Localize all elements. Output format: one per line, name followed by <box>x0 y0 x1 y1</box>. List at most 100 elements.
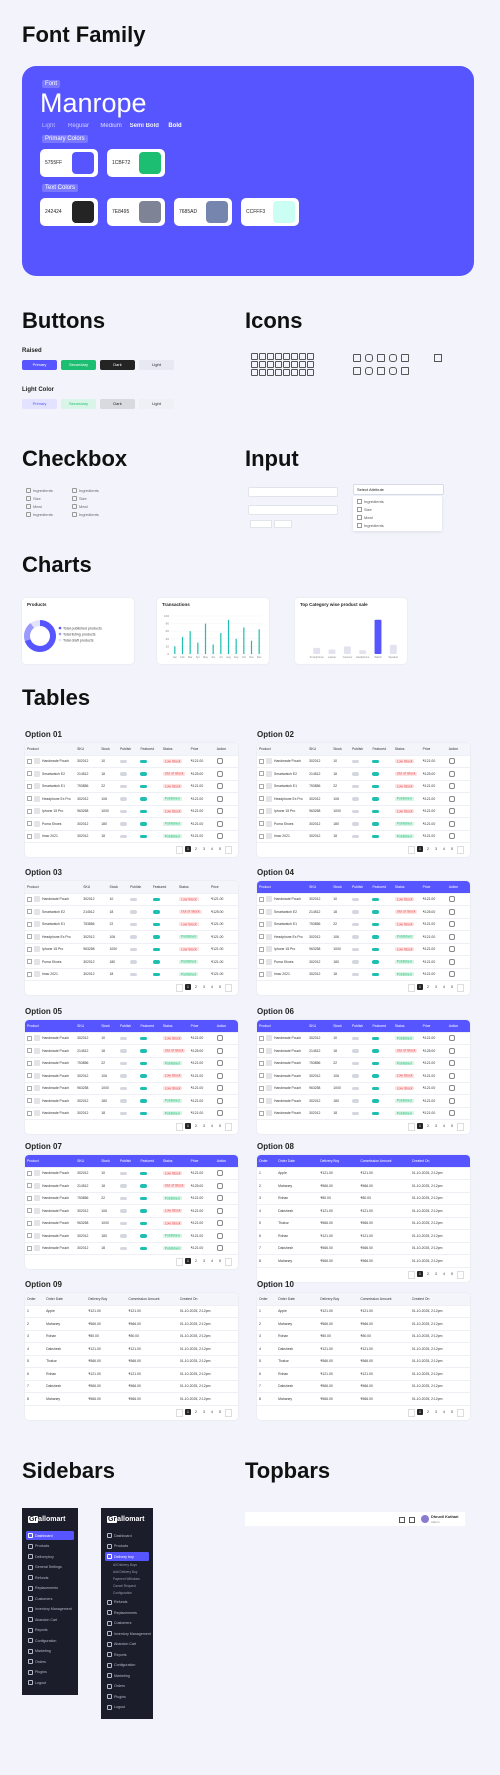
toggle[interactable] <box>372 834 380 838</box>
toggle[interactable] <box>351 947 359 951</box>
checkbox-box[interactable] <box>259 771 264 777</box>
toggle[interactable] <box>140 822 148 826</box>
action-icon[interactable] <box>216 1170 223 1177</box>
menu-item[interactable]: Plugins <box>26 1668 74 1677</box>
checkbox-box[interactable] <box>27 1035 32 1041</box>
checkbox[interactable]: Size <box>72 496 87 501</box>
menu-item[interactable]: Deliveryboy <box>26 1552 74 1561</box>
page-next[interactable] <box>225 1258 232 1266</box>
page-next[interactable] <box>225 1408 232 1417</box>
checkbox-box[interactable] <box>259 959 264 965</box>
submenu-item[interactable]: All Delivery Boys <box>113 1562 137 1567</box>
toggle[interactable] <box>351 935 359 939</box>
checkbox[interactable]: Size <box>26 496 41 501</box>
page-next[interactable] <box>457 1123 464 1131</box>
checkbox-box[interactable] <box>27 796 32 802</box>
menu-item[interactable]: Customers <box>26 1594 74 1603</box>
checkbox-box[interactable] <box>259 796 264 802</box>
menu-item[interactable]: Logout <box>105 1703 149 1712</box>
toggle[interactable] <box>152 922 160 926</box>
toggle[interactable] <box>152 947 160 951</box>
page-button[interactable]: 5 <box>219 847 221 851</box>
toggle[interactable] <box>140 1209 148 1213</box>
checkbox-box[interactable] <box>27 808 32 814</box>
checkbox-box[interactable] <box>259 934 264 940</box>
toggle[interactable] <box>140 834 148 838</box>
page-next[interactable] <box>457 1270 464 1279</box>
page-next[interactable] <box>457 984 464 992</box>
toggle[interactable] <box>351 1086 359 1090</box>
toggle[interactable] <box>372 922 380 926</box>
action-icon[interactable] <box>216 783 223 790</box>
checkbox-box[interactable] <box>27 1208 32 1214</box>
toggle[interactable] <box>119 834 127 838</box>
checkbox-box[interactable] <box>259 896 264 902</box>
action-icon[interactable] <box>448 795 455 802</box>
toggle[interactable] <box>372 935 380 939</box>
toggle[interactable] <box>140 1221 148 1225</box>
menu-item[interactable]: Delivery boy <box>105 1552 149 1561</box>
toggle[interactable] <box>140 784 148 788</box>
action-icon[interactable] <box>448 921 455 928</box>
checkbox-box[interactable] <box>259 758 264 764</box>
page-prev[interactable] <box>176 1258 183 1266</box>
button[interactable]: Primary <box>22 399 57 409</box>
action-icon[interactable] <box>448 1085 455 1092</box>
action-icon[interactable] <box>216 1085 223 1092</box>
checkbox[interactable]: Ingredients <box>26 512 53 517</box>
page-button[interactable]: 5 <box>451 847 453 851</box>
toggle[interactable] <box>130 922 138 926</box>
action-icon[interactable] <box>448 783 455 790</box>
page-next[interactable] <box>457 846 464 854</box>
option[interactable]: Ingredients <box>357 523 384 528</box>
toggle[interactable] <box>351 809 359 813</box>
page-button[interactable]: 3 <box>203 1409 205 1414</box>
checkbox-box[interactable] <box>259 1048 264 1054</box>
menu-item[interactable]: Reports <box>26 1626 74 1635</box>
toggle[interactable] <box>351 822 359 826</box>
menu-item[interactable]: Dashboard <box>26 1531 74 1540</box>
page-button[interactable]: 3 <box>435 1124 437 1128</box>
page-button[interactable]: 2 <box>195 985 197 989</box>
menu-item[interactable]: Abandon Cart <box>26 1615 74 1624</box>
page-button[interactable]: 5 <box>451 985 453 989</box>
checkbox-box[interactable] <box>259 909 264 915</box>
toggle[interactable] <box>152 935 160 939</box>
input[interactable] <box>248 505 338 515</box>
menu-item[interactable]: Dashboard <box>105 1531 149 1540</box>
checkbox-box[interactable] <box>27 1170 32 1176</box>
page-prev[interactable] <box>408 1123 415 1131</box>
page-button[interactable]: 1 <box>417 1408 423 1415</box>
toggle[interactable] <box>372 759 380 763</box>
page-button[interactable]: 1 <box>185 846 191 852</box>
page-prev[interactable] <box>408 984 415 992</box>
page-button[interactable]: 3 <box>435 985 437 989</box>
page-prev[interactable] <box>176 846 183 854</box>
checkbox-box[interactable] <box>27 946 32 952</box>
toggle[interactable] <box>140 1196 148 1200</box>
menu-item[interactable]: Products <box>26 1542 74 1551</box>
checkbox-box[interactable] <box>259 946 264 952</box>
toggle[interactable] <box>119 1196 127 1200</box>
action-icon[interactable] <box>448 933 455 940</box>
toggle[interactable] <box>351 1049 359 1053</box>
action-icon[interactable] <box>216 1072 223 1079</box>
action-icon[interactable] <box>216 1110 223 1117</box>
toggle[interactable] <box>372 960 380 964</box>
action-icon[interactable] <box>216 795 223 802</box>
page-button[interactable]: 1 <box>417 846 423 852</box>
toggle[interactable] <box>140 1171 148 1175</box>
action-icon[interactable] <box>448 946 455 953</box>
toggle[interactable] <box>351 972 359 976</box>
checkbox-box[interactable] <box>27 896 32 902</box>
page-button[interactable]: 4 <box>443 847 445 851</box>
action-icon[interactable] <box>448 896 455 903</box>
menu-item[interactable]: Customers <box>105 1619 149 1628</box>
toggle[interactable] <box>119 1221 127 1225</box>
page-button[interactable]: 4 <box>443 1409 445 1414</box>
action-icon[interactable] <box>448 1035 455 1042</box>
page-button[interactable]: 3 <box>435 1271 437 1276</box>
toggle[interactable] <box>140 1184 148 1188</box>
toggle[interactable] <box>372 910 380 914</box>
toggle[interactable] <box>372 1061 380 1065</box>
